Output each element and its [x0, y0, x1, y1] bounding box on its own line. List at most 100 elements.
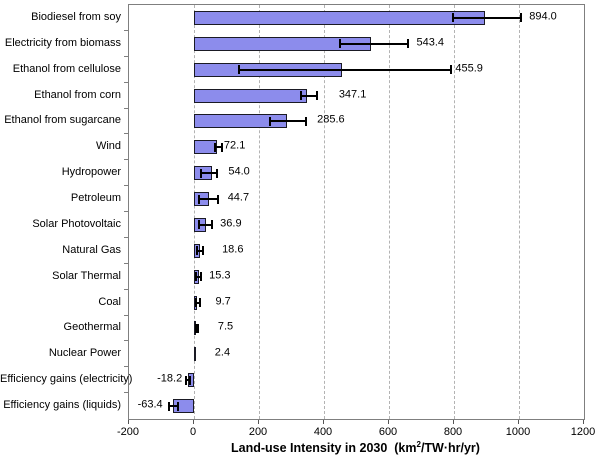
y-axis-tick-14 — [124, 366, 128, 368]
y-axis-tick-11 — [124, 288, 128, 290]
error-bar-hydropower — [199, 172, 219, 175]
value-label-solar-photovoltaic: 36.9 — [220, 217, 242, 230]
y-axis-tick-2 — [124, 55, 128, 57]
value-label-efficiency-gains-liquids: -63.4 — [137, 398, 163, 411]
error-bar-cap-low-petroleum — [197, 194, 200, 204]
gridline-600 — [389, 5, 390, 419]
category-label-coal: Coal — [98, 295, 121, 308]
value-label-biodiesel-from-soy: 894.0 — [529, 10, 557, 23]
x-axis-tick-1000 — [518, 420, 519, 424]
category-label-solar-photovoltaic: Solar Photovoltaic — [32, 217, 121, 230]
x-axis-tick-1200 — [583, 420, 584, 424]
error-bar-cap-high-solar-thermal — [200, 272, 203, 282]
x-axis-tick-label-0: 0 — [189, 426, 197, 438]
y-axis-tick-13 — [124, 340, 128, 342]
error-bar-natural-gas — [195, 249, 205, 252]
error-bar-ethanol-from-cellulose — [237, 68, 453, 71]
error-bar-cap-low-hydropower — [199, 168, 202, 178]
error-bar-petroleum — [197, 198, 219, 201]
category-label-hydropower: Hydropower — [61, 166, 121, 179]
error-bar-cap-high-geothermal — [196, 323, 199, 333]
category-label-efficiency-gains-liquids: Efficiency gains (liquids) — [3, 399, 121, 412]
bar-ethanol-from-corn — [194, 88, 307, 103]
category-label-geothermal: Geothermal — [63, 321, 121, 334]
error-bar-cap-low-geothermal — [194, 323, 197, 333]
x-axis-tick-800 — [453, 420, 454, 424]
category-label-nuclear-power: Nuclear Power — [48, 347, 121, 360]
bar-biodiesel-from-soy — [194, 10, 485, 25]
x-axis-tick-label-400: 400 — [313, 426, 333, 438]
error-bar-cap-high-efficiency-gains-liquids — [177, 401, 180, 411]
x-axis-title-units: /TW·hr/yr) — [420, 441, 480, 455]
category-label-efficiency-gains-electricity: Efficiency gains (electricity) — [0, 373, 133, 386]
y-axis-tick-1 — [124, 29, 128, 31]
bar-nuclear-power — [194, 347, 196, 362]
gridline-1000 — [519, 5, 520, 419]
x-axis-title-superscript: 2 — [416, 439, 421, 449]
y-axis-tick-10 — [124, 262, 128, 264]
error-bar-cap-high-ethanol-from-corn — [315, 91, 318, 101]
error-bar-cap-low-ethanol-from-sugarcane — [269, 116, 272, 126]
value-label-ethanol-from-cellulose: 455.9 — [455, 62, 483, 75]
value-label-solar-thermal: 15.3 — [209, 269, 231, 282]
error-bar-cap-low-electricity-from-biomass — [338, 39, 341, 49]
error-bar-cap-low-natural-gas — [195, 246, 198, 256]
y-axis-tick-9 — [124, 236, 128, 238]
error-bar-cap-low-efficiency-gains-liquids — [167, 401, 170, 411]
y-axis-tick-8 — [124, 211, 128, 212]
category-label-natural-gas: Natural Gas — [62, 243, 121, 256]
error-bar-cap-low-efficiency-gains-electricity — [185, 375, 188, 385]
y-axis-tick-3 — [124, 81, 128, 83]
error-bar-cap-low-wind — [214, 142, 217, 152]
error-bar-cap-high-petroleum — [216, 194, 219, 204]
value-label-efficiency-gains-electricity: -18.2 — [157, 372, 183, 385]
value-label-nuclear-power: 2.4 — [214, 346, 231, 359]
x-axis-tick-label-800: 800 — [443, 426, 463, 438]
value-label-geothermal: 7.5 — [217, 320, 234, 333]
value-label-wind: 72.1 — [223, 139, 246, 152]
gridline-200 — [259, 5, 260, 419]
error-bar-electricity-from-biomass — [338, 42, 409, 45]
error-bar-efficiency-gains-electricity — [185, 379, 191, 382]
x-axis-title-text: Land-use Intensity in 2030 (km — [231, 441, 417, 455]
y-axis-tick-7 — [124, 185, 128, 187]
error-bar-cap-high-electricity-from-biomass — [406, 39, 409, 49]
error-bar-cap-high-coal — [198, 298, 201, 308]
error-bar-cap-high-ethanol-from-sugarcane — [305, 116, 308, 126]
category-label-ethanol-from-sugarcane: Ethanol from sugarcane — [4, 114, 121, 127]
value-label-ethanol-from-sugarcane: 285.6 — [317, 113, 345, 126]
x-axis-tick-0 — [193, 420, 194, 424]
x-axis-tick-200 — [258, 420, 259, 424]
y-axis-tick-12 — [124, 314, 128, 316]
error-bar-cap-low-coal — [194, 298, 197, 308]
error-bar-cap-high-biodiesel-from-soy — [520, 13, 523, 23]
error-bar-cap-high-efficiency-gains-electricity — [188, 375, 191, 385]
category-label-wind: Wind — [95, 140, 121, 153]
error-bar-ethanol-from-sugarcane — [269, 120, 308, 123]
error-bar-cap-low-solar-photovoltaic — [197, 220, 200, 230]
x-axis-tick-label-200: 200 — [248, 426, 268, 438]
x-axis-tick-400 — [323, 420, 324, 424]
x-axis-tick-label-1200: 1200 — [570, 426, 596, 438]
plot-area — [128, 4, 585, 420]
error-bar-solar-thermal — [194, 275, 203, 278]
error-bar-solar-photovoltaic — [197, 223, 214, 226]
value-label-ethanol-from-corn: 347.1 — [338, 88, 367, 101]
error-bar-cap-high-hydropower — [216, 168, 219, 178]
category-label-petroleum: Petroleum — [70, 192, 121, 205]
gridline-0 — [194, 5, 195, 419]
error-bar-cap-low-biodiesel-from-soy — [452, 13, 455, 23]
y-axis-tick-15 — [124, 392, 128, 394]
x-axis-tick-600 — [388, 420, 389, 424]
y-axis-tick-5 — [124, 133, 128, 135]
error-bar-cap-low-ethanol-from-cellulose — [237, 65, 240, 75]
error-bar-cap-low-ethanol-from-corn — [299, 91, 302, 101]
error-bar-coal — [194, 301, 201, 304]
gridline-800 — [454, 5, 455, 419]
error-bar-geothermal — [194, 327, 199, 330]
category-label-ethanol-from-cellulose: Ethanol from cellulose — [12, 62, 121, 75]
category-label-solar-thermal: Solar Thermal — [52, 269, 121, 282]
x-axis-tick-label-600: 600 — [378, 426, 398, 438]
x-axis-title: Land-use Intensity in 2030 (km2/TW·hr/yr… — [128, 439, 583, 455]
